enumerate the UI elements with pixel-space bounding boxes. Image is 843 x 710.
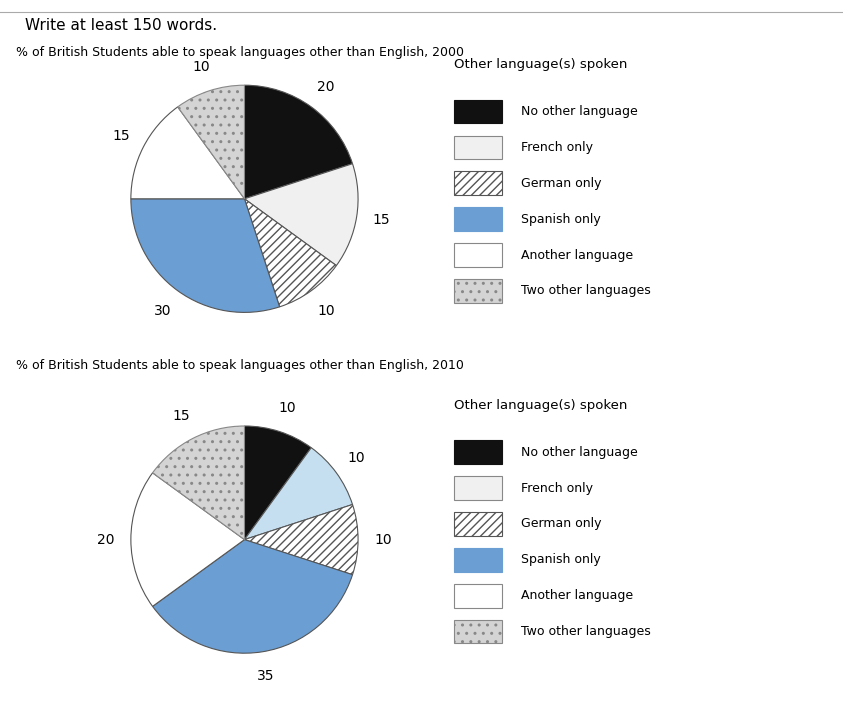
Text: Other language(s) spoken: Other language(s) spoken xyxy=(454,399,627,412)
Text: Another language: Another language xyxy=(521,248,633,261)
Bar xyxy=(454,584,502,608)
Text: % of British Students able to speak languages other than English, 2000: % of British Students able to speak lang… xyxy=(16,46,464,59)
Bar xyxy=(454,172,502,195)
Text: No other language: No other language xyxy=(521,446,637,459)
Wedge shape xyxy=(131,199,280,312)
Bar xyxy=(454,620,502,643)
Text: Write at least 150 words.: Write at least 150 words. xyxy=(25,18,217,33)
Text: 10: 10 xyxy=(278,400,296,415)
Text: Spanish only: Spanish only xyxy=(521,212,601,226)
Text: 15: 15 xyxy=(112,129,130,143)
Text: French only: French only xyxy=(521,481,593,495)
Bar xyxy=(454,136,502,159)
Text: 15: 15 xyxy=(173,409,191,423)
Bar xyxy=(454,244,502,267)
Text: 20: 20 xyxy=(97,532,115,547)
Bar xyxy=(454,548,502,572)
Wedge shape xyxy=(153,540,352,653)
Text: 35: 35 xyxy=(257,670,275,684)
Text: No other language: No other language xyxy=(521,105,637,118)
Text: German only: German only xyxy=(521,518,601,530)
Text: 10: 10 xyxy=(348,451,365,465)
Bar xyxy=(454,207,502,231)
Bar xyxy=(454,99,502,123)
Text: Spanish only: Spanish only xyxy=(521,553,601,567)
Text: Other language(s) spoken: Other language(s) spoken xyxy=(454,58,627,71)
Text: Two other languages: Two other languages xyxy=(521,285,651,297)
Text: German only: German only xyxy=(521,177,601,190)
Wedge shape xyxy=(178,85,244,199)
Text: 15: 15 xyxy=(373,214,390,227)
Text: 10: 10 xyxy=(193,60,211,74)
Wedge shape xyxy=(244,426,311,540)
Bar xyxy=(454,440,502,464)
Bar xyxy=(454,513,502,535)
Wedge shape xyxy=(131,107,244,199)
Wedge shape xyxy=(244,448,352,540)
Wedge shape xyxy=(244,164,358,266)
Wedge shape xyxy=(131,473,244,606)
Wedge shape xyxy=(244,85,352,199)
Bar xyxy=(454,476,502,500)
Text: Two other languages: Two other languages xyxy=(521,626,651,638)
Text: French only: French only xyxy=(521,141,593,154)
Text: 30: 30 xyxy=(154,304,172,318)
Wedge shape xyxy=(244,199,336,307)
Text: % of British Students able to speak languages other than English, 2010: % of British Students able to speak lang… xyxy=(16,359,464,371)
Text: 10: 10 xyxy=(374,532,392,547)
Wedge shape xyxy=(244,505,358,574)
Wedge shape xyxy=(153,426,244,540)
Bar xyxy=(454,279,502,302)
Text: Another language: Another language xyxy=(521,589,633,602)
Text: 20: 20 xyxy=(317,80,335,94)
Text: 10: 10 xyxy=(317,304,335,318)
